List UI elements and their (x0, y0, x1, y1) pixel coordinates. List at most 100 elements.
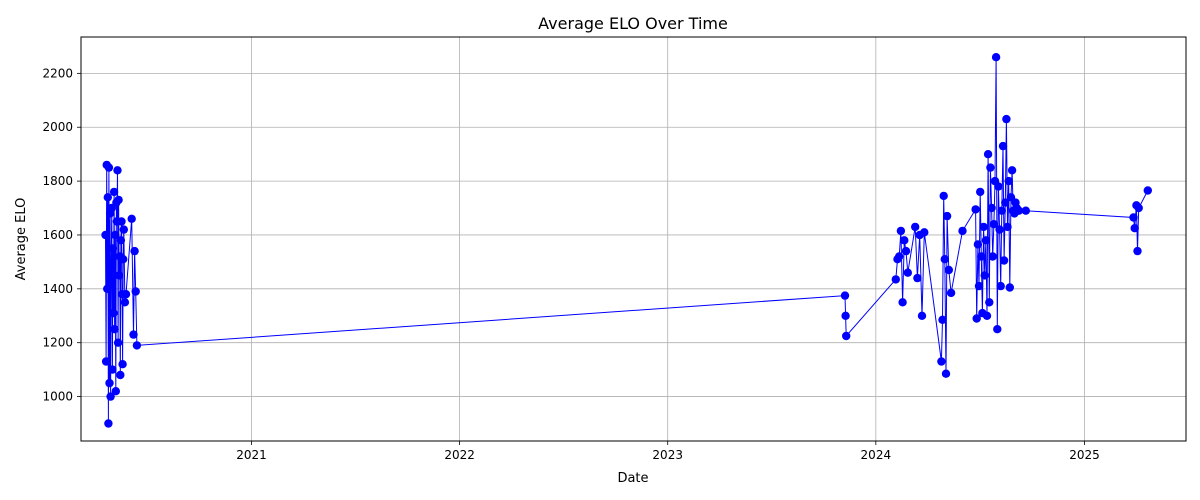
data-point (108, 365, 117, 374)
data-point (109, 308, 118, 318)
data-point (998, 141, 1008, 151)
y-axis-label: Average ELO (14, 198, 29, 281)
y-tick-label: 2200 (42, 66, 73, 80)
data-point (101, 230, 110, 240)
data-point (111, 387, 121, 396)
data-point (120, 298, 130, 307)
data-point (1007, 166, 1017, 175)
data-point (895, 252, 904, 261)
data-point (115, 271, 124, 280)
x-tick-label: 2025 (1069, 448, 1100, 462)
data-point (997, 206, 1006, 215)
data-point (946, 288, 956, 298)
data-point (979, 222, 988, 232)
series-layer (101, 53, 1153, 428)
data-point (131, 287, 140, 296)
data-point (896, 226, 906, 236)
data-point (104, 163, 114, 172)
data-point (986, 163, 995, 172)
data-point (130, 246, 139, 256)
data-point (104, 419, 113, 428)
data-point (114, 195, 123, 205)
data-point (903, 268, 912, 277)
data-point (116, 236, 126, 245)
data-point (106, 392, 115, 401)
x-tick-label: 2024 (861, 448, 892, 462)
data-point (973, 240, 983, 249)
data-point (103, 193, 113, 202)
data-point (1002, 114, 1011, 124)
y-tick-label: 1600 (42, 228, 73, 242)
data-point (980, 271, 989, 280)
data-point (116, 370, 125, 380)
y-tick-label: 1200 (42, 336, 73, 350)
y-tick-label: 1800 (42, 174, 73, 188)
data-point (101, 357, 111, 366)
plot-frame (80, 36, 1187, 442)
data-point (842, 331, 851, 341)
data-point (938, 315, 947, 324)
y-tick-label: 1400 (42, 282, 73, 296)
data-point (129, 330, 138, 339)
data-point (1001, 198, 1010, 207)
data-point (940, 255, 949, 264)
data-point (1003, 222, 1012, 232)
data-point (988, 252, 997, 261)
x-tick-label: 2023 (652, 448, 683, 462)
x-axis-label: Date (617, 471, 648, 486)
data-point (972, 314, 981, 323)
data-point (987, 203, 996, 213)
data-point (1004, 176, 1013, 186)
data-point (1133, 246, 1142, 256)
data-point (891, 275, 900, 284)
y-tick-label: 2000 (42, 120, 73, 134)
data-point (974, 281, 984, 291)
data-point (1005, 283, 1014, 292)
data-point (991, 53, 1001, 62)
data-point (108, 244, 118, 253)
data-point (985, 298, 994, 307)
data-point (113, 338, 123, 347)
data-point (993, 325, 1002, 334)
data-point (110, 325, 119, 334)
data-point (105, 378, 114, 388)
data-point (1129, 213, 1138, 222)
data-point (995, 225, 1004, 234)
data-point (983, 150, 993, 159)
data-point (994, 182, 1003, 191)
data-point (119, 255, 128, 264)
data-point (132, 341, 142, 350)
data-point (119, 225, 128, 234)
data-point (977, 252, 986, 261)
data-point (989, 220, 999, 229)
data-point (1134, 203, 1143, 213)
data-point (1021, 206, 1030, 215)
axis-layer: 2021 2022 2023 2024 2025 1000 1200 1400 1600 1800… (42, 66, 1099, 462)
y-tick-label: 1000 (42, 390, 73, 404)
data-point (996, 281, 1005, 291)
series-line (105, 57, 1149, 424)
data-point (981, 236, 991, 245)
x-tick-label: 2021 (236, 448, 267, 462)
data-point (841, 311, 850, 320)
data-point (109, 187, 119, 197)
data-point (942, 211, 952, 221)
data-point (113, 166, 122, 175)
data-point (941, 369, 951, 378)
data-point (1130, 224, 1139, 233)
data-point (118, 360, 127, 369)
data-point (1143, 186, 1153, 195)
data-point (901, 246, 911, 256)
data-point (1014, 206, 1024, 215)
data-point (944, 265, 953, 275)
data-point (911, 222, 920, 232)
data-point (913, 273, 922, 283)
chart-title: Average ELO Over Time (538, 14, 728, 33)
data-point (107, 257, 116, 267)
data-point (127, 214, 136, 223)
data-point (939, 191, 948, 201)
data-point (103, 284, 112, 293)
data-point (958, 226, 967, 236)
